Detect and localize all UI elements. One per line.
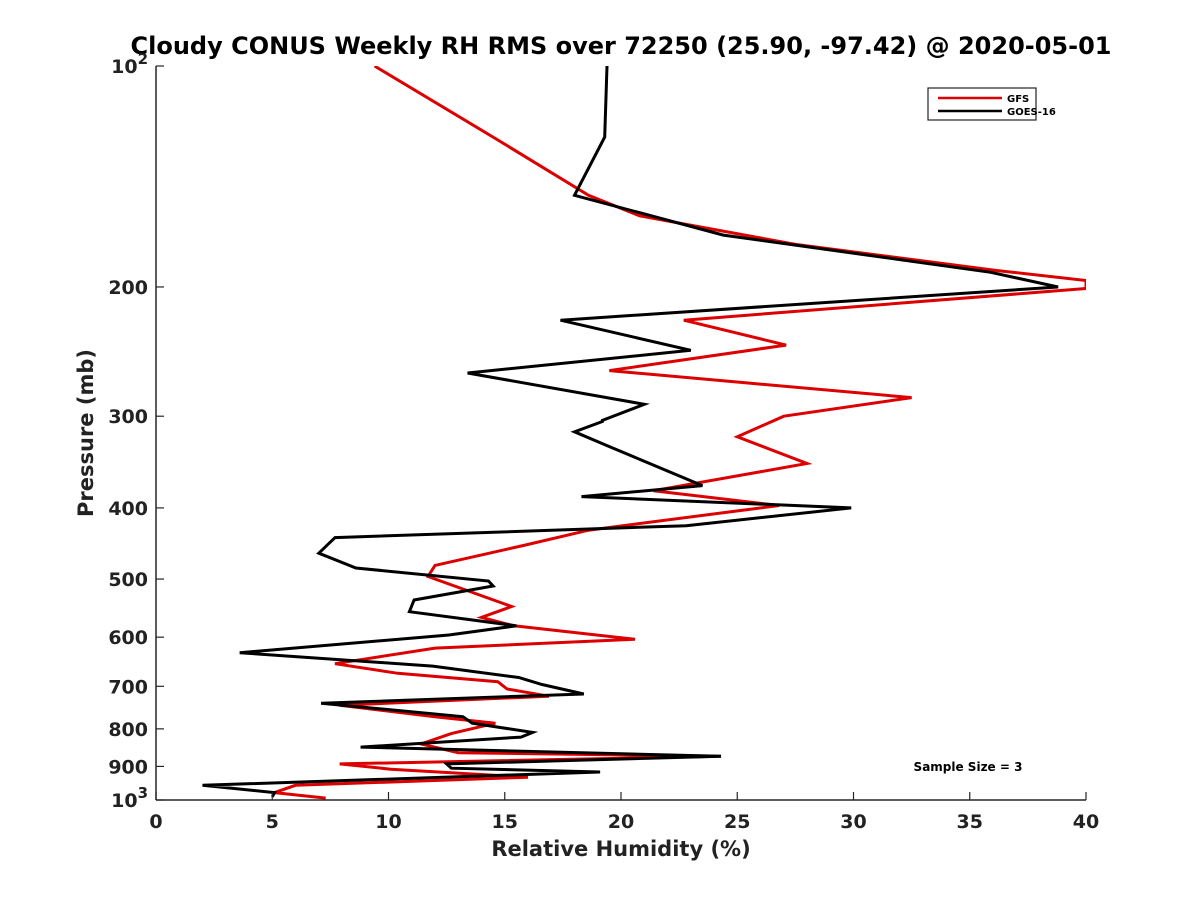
series-line-gfs — [274, 66, 1086, 800]
x-ticks: 0 5 10 15 20 25 30 35 40 — [149, 792, 1099, 833]
series-line-goes-16 — [202, 66, 1059, 798]
y-tick-label: 103 — [111, 784, 148, 812]
y-tick-label: 900 — [108, 756, 148, 778]
x-tick-label: 15 — [492, 811, 518, 833]
x-tick-label: 30 — [840, 811, 866, 833]
x-tick-label: 40 — [1073, 811, 1099, 833]
y-tick-label: 600 — [108, 627, 148, 649]
y-tick-label: 400 — [108, 498, 148, 520]
x-tick-label: 20 — [608, 811, 634, 833]
y-tick-label: 800 — [108, 719, 148, 741]
legend-label: GFS — [1007, 94, 1029, 105]
y-tick-label: 700 — [108, 676, 148, 698]
y-tick-label: 102 — [111, 50, 148, 78]
sample-size-annotation: Sample Size = 3 — [914, 760, 1023, 774]
x-tick-label: 0 — [149, 811, 162, 833]
x-tick-label: 25 — [724, 811, 750, 833]
y-ticks: 102 200 300 400 500 600 700 800 900 103 — [108, 50, 164, 812]
legend: GFS GOES-16 — [927, 87, 1056, 121]
y-tick-label: 500 — [108, 569, 148, 591]
y-axis-label: Pressure (mb) — [74, 349, 98, 517]
x-tick-label: 35 — [957, 811, 983, 833]
x-tick-label: 5 — [266, 811, 279, 833]
x-axis-label: Relative Humidity (%) — [491, 837, 750, 861]
y-tick-label: 200 — [108, 277, 148, 299]
x-tick-label: 10 — [375, 811, 401, 833]
legend-label: GOES-16 — [1007, 107, 1056, 118]
y-tick-label: 300 — [108, 406, 148, 428]
legend-box — [927, 87, 1037, 121]
chart-title: Cloudy CONUS Weekly RH RMS over 72250 (2… — [131, 32, 1112, 60]
series-layer — [202, 66, 1086, 800]
